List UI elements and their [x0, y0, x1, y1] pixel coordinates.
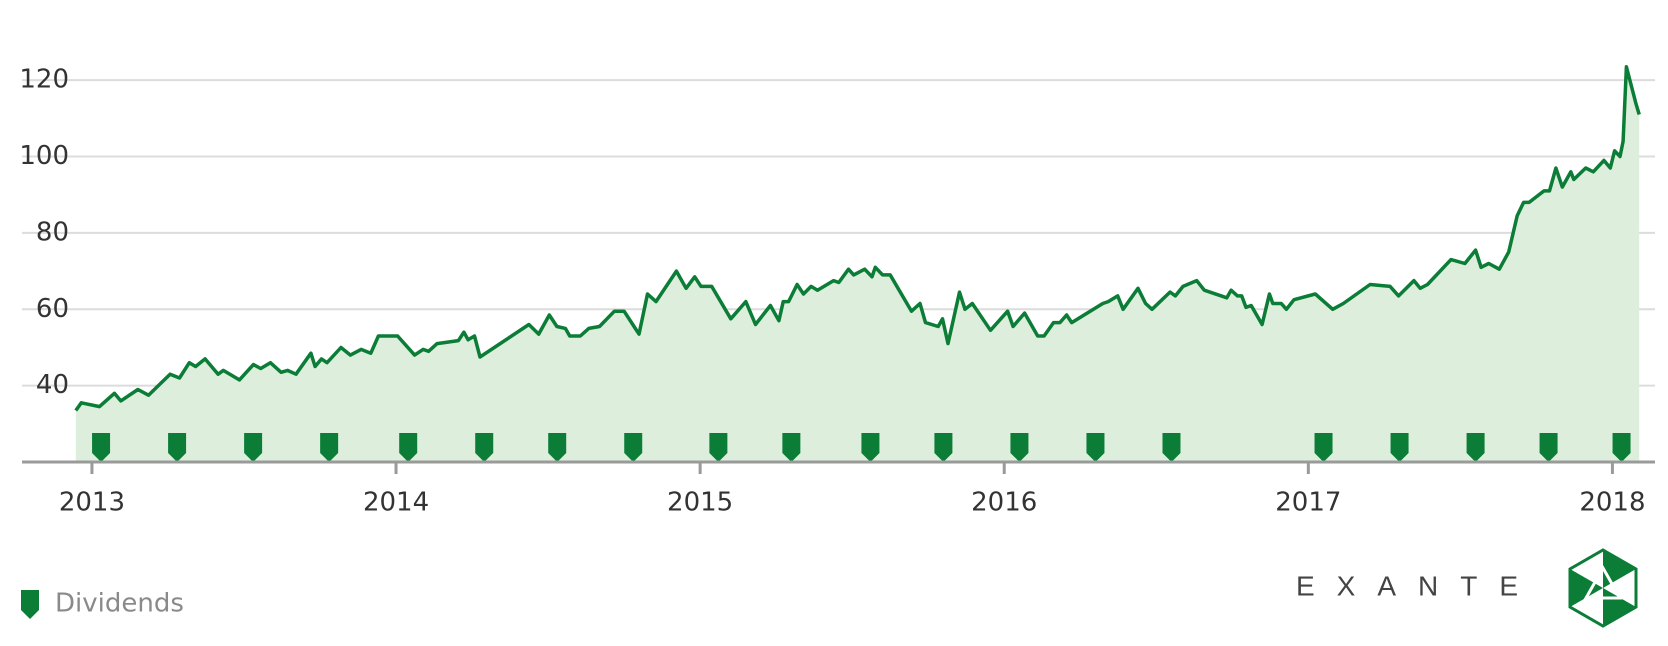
dividend-marker	[1162, 433, 1181, 462]
plot: 40 60 80 100 120 2013 2014 2015 2016 2017 2018 Divi…	[19, 65, 1655, 619]
dividend-marker	[320, 433, 339, 462]
dividend-marker	[1612, 433, 1631, 462]
line	[74, 65, 1641, 412]
y-tick-label: 60	[36, 294, 69, 324]
y-tick-label: 120	[19, 65, 69, 95]
dividend-marker	[475, 433, 494, 462]
x-tick-label: 2013	[59, 488, 125, 518]
dividend-marker	[709, 433, 728, 462]
x-tick-label: 2015	[667, 488, 733, 518]
x-tick-label: 2017	[1275, 488, 1341, 518]
logo-icon	[1568, 548, 1638, 628]
dividend-marker	[244, 433, 263, 462]
dividend-marker	[624, 433, 643, 462]
dividend-marker	[782, 433, 801, 462]
legend-label: Dividends	[55, 589, 184, 619]
dividend-marker	[399, 433, 418, 462]
dividend-marker	[934, 433, 953, 462]
legend-icon	[21, 590, 39, 619]
y-tick-label: 100	[19, 141, 69, 171]
dividend-marker	[1539, 433, 1558, 462]
dividend-marker	[1390, 433, 1409, 462]
dividend-marker	[861, 433, 880, 462]
y-tick-label: 40	[36, 370, 69, 400]
dividend-marker	[92, 433, 111, 462]
x-tick-label: 2018	[1579, 488, 1645, 518]
logo-text: EXANTE	[1296, 570, 1540, 601]
area	[75, 66, 1640, 463]
dividend-marker	[168, 433, 187, 462]
x-tick-label: 2016	[971, 488, 1037, 518]
x-tick-label: 2014	[363, 488, 429, 518]
y-tick-label: 80	[36, 217, 69, 247]
dividend-marker	[1314, 433, 1333, 462]
dividend-marker	[1086, 433, 1105, 462]
dividend-marker	[548, 433, 567, 462]
dividend-marker	[1466, 433, 1485, 462]
dividend-marker	[1010, 433, 1029, 462]
